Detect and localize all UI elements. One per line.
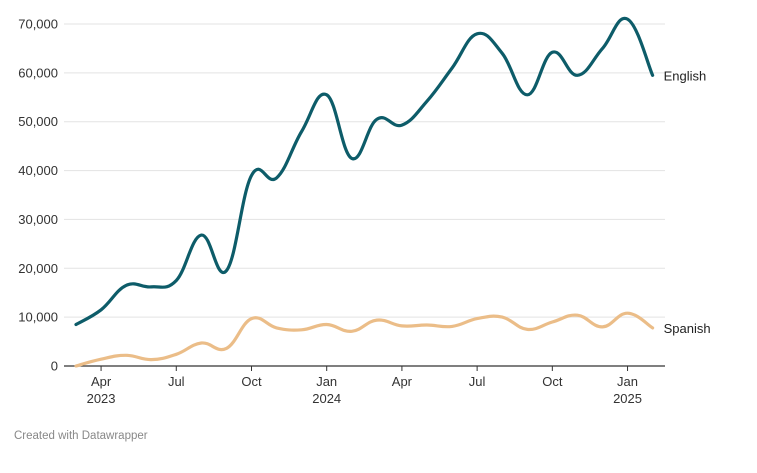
y-tick-label: 0 [51,359,58,374]
y-tick-label: 60,000 [18,65,58,80]
x-tick-label: Jan [617,374,638,389]
series-label-spanish: Spanish [664,321,711,336]
credit-text: Created with Datawrapper [14,430,148,442]
x-tick-label: Apr [91,374,112,389]
x-tick-year-label: 2023 [87,391,116,406]
series-labels: Spanish English [664,68,711,336]
x-axis-labels: Apr 2023 Jul Oct Jan 2024 Apr Jul Oct Jan 2025 [87,366,642,406]
y-tick-label: 30,000 [18,212,58,227]
gridlines [64,23,665,367]
x-tick-label: Apr [392,374,413,389]
x-tick-label: Oct [542,374,563,389]
series-line-english [74,16,655,327]
y-tick-label: 70,000 [18,17,58,32]
series-label-english: English [664,68,707,83]
x-tick-label: Jul [469,374,486,389]
series-lines [74,16,655,368]
y-tick-label: 20,000 [18,261,58,276]
y-tick-label: 10,000 [18,310,58,325]
y-axis-labels: 0 10,000 20,000 30,000 40,000 50,000 60,000 70,… [18,17,58,374]
x-tick-label: Jul [168,374,185,389]
x-tick-year-label: 2024 [312,391,341,406]
x-tick-label: Jan [316,374,337,389]
x-tick-year-label: 2025 [613,391,642,406]
y-tick-label: 40,000 [18,163,58,178]
y-tick-label: 50,000 [18,114,58,129]
series-line-spanish [74,311,655,368]
x-tick-label: Oct [241,374,262,389]
